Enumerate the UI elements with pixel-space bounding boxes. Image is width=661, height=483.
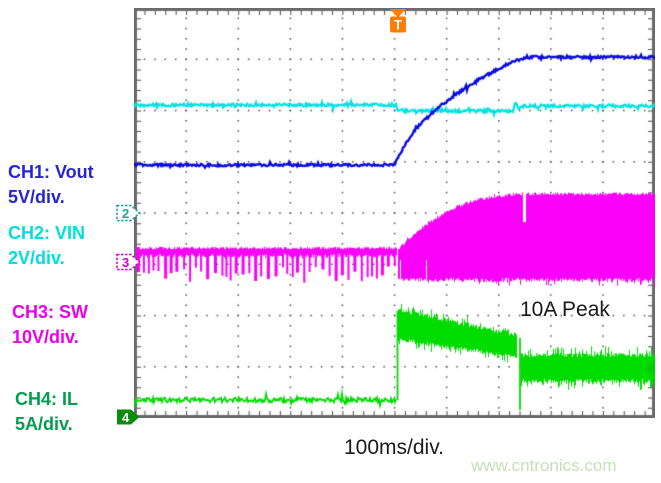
svg-text:4: 4 <box>122 410 130 425</box>
ch4-level-arrow-icon <box>644 360 655 377</box>
ch2-scale: 2V/div. <box>8 248 65 268</box>
svg-text:3: 3 <box>122 255 129 270</box>
ch3-label-group: CH3: SW 10V/div. <box>12 300 88 350</box>
ch4-zero-marker-icon: 4 <box>117 409 140 425</box>
ch2-label-group: CH2: VIN 2V/div. <box>8 221 85 271</box>
svg-text:2: 2 <box>122 206 129 221</box>
ch4-name: CH4: IL <box>15 389 78 409</box>
ch3-name: CH3: SW <box>12 302 88 322</box>
trigger-position-marker-icon: T <box>390 9 406 33</box>
scope-graticule-and-traces <box>134 8 655 418</box>
watermark-text: www.cntronics.com <box>471 456 617 475</box>
peak-annotation: 10A Peak <box>520 298 610 321</box>
ch3-zero-marker-icon: 3 <box>116 253 141 271</box>
ch1-name: CH1: Vout <box>8 162 94 182</box>
svg-text:T: T <box>394 18 403 33</box>
ch1-scale: 5V/div. <box>8 187 65 207</box>
ch4-scale: 5A/div. <box>15 414 73 434</box>
ch2-zero-marker-icon: 2 <box>116 204 141 222</box>
ch4-label-group: CH4: IL 5A/div. <box>15 387 78 437</box>
ch3-scale: 10V/div. <box>12 327 79 347</box>
timebase-label: 100ms/div. <box>344 436 444 459</box>
ch2-name: CH2: VIN <box>8 223 86 243</box>
scope-display <box>134 8 655 418</box>
ch1-label-group: CH1: Vout 5V/div. <box>8 160 94 210</box>
